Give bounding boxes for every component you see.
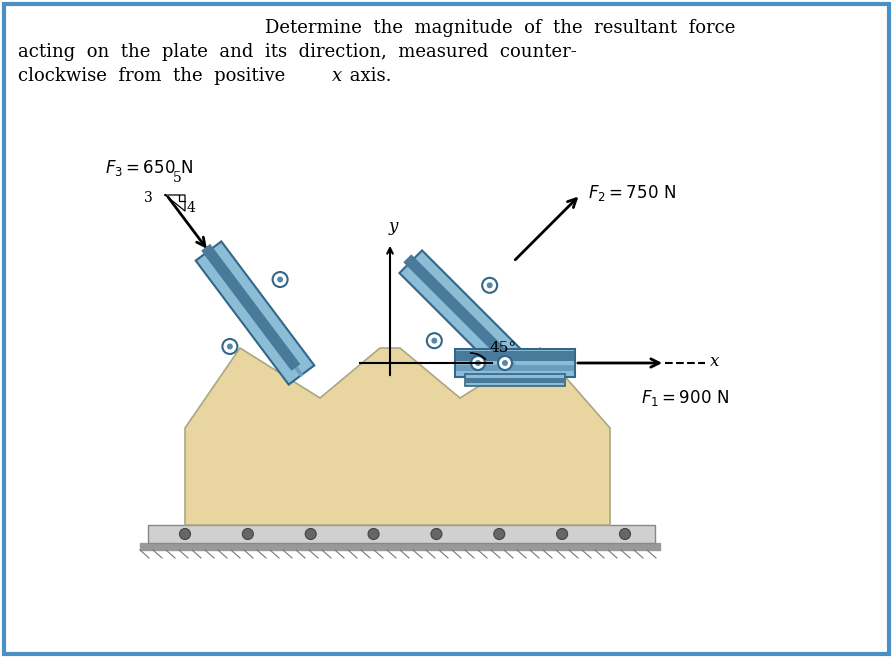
Circle shape: [620, 528, 630, 540]
Circle shape: [272, 272, 288, 287]
Circle shape: [494, 528, 505, 540]
Circle shape: [227, 343, 233, 349]
Polygon shape: [185, 348, 610, 525]
Text: y: y: [388, 218, 397, 235]
Polygon shape: [465, 374, 565, 386]
Polygon shape: [455, 349, 575, 377]
Circle shape: [487, 282, 493, 288]
Circle shape: [305, 528, 316, 540]
Polygon shape: [201, 244, 300, 371]
Circle shape: [498, 356, 512, 370]
Circle shape: [475, 360, 481, 366]
Text: x: x: [332, 67, 342, 85]
Circle shape: [222, 339, 238, 354]
Text: axis.: axis.: [344, 67, 391, 85]
Polygon shape: [211, 255, 304, 377]
FancyBboxPatch shape: [4, 4, 889, 654]
Text: clockwise  from  the  positive: clockwise from the positive: [18, 67, 291, 85]
Text: 3: 3: [145, 191, 153, 205]
Circle shape: [482, 278, 497, 293]
Circle shape: [431, 528, 442, 540]
Polygon shape: [148, 525, 655, 543]
Text: $F_2 = 750\ \mathrm{N}$: $F_2 = 750\ \mathrm{N}$: [588, 182, 676, 203]
Circle shape: [427, 333, 442, 348]
Polygon shape: [466, 378, 564, 382]
Text: 4: 4: [187, 201, 196, 215]
Polygon shape: [456, 365, 574, 371]
Text: Determine  the  magnitude  of  the  resultant  force: Determine the magnitude of the resultant…: [265, 19, 735, 37]
Text: $F_1 = 900\ \mathrm{N}$: $F_1 = 900\ \mathrm{N}$: [641, 388, 729, 408]
Circle shape: [277, 276, 283, 282]
Polygon shape: [413, 265, 515, 367]
Text: x: x: [710, 353, 720, 370]
Polygon shape: [196, 241, 314, 384]
Text: 45°: 45°: [490, 340, 517, 355]
Circle shape: [431, 338, 438, 343]
Polygon shape: [399, 251, 524, 376]
Text: acting  on  the  plate  and  its  direction,  measured  counter-: acting on the plate and its direction, m…: [18, 43, 577, 61]
Circle shape: [471, 356, 485, 370]
Text: 5: 5: [172, 171, 181, 185]
Circle shape: [179, 528, 190, 540]
Text: $F_3 = 650\ \mathrm{N}$: $F_3 = 650\ \mathrm{N}$: [105, 158, 193, 178]
Circle shape: [368, 528, 379, 540]
Circle shape: [556, 528, 568, 540]
Polygon shape: [404, 255, 511, 362]
Circle shape: [502, 360, 508, 366]
Polygon shape: [456, 351, 574, 361]
Circle shape: [242, 528, 254, 540]
